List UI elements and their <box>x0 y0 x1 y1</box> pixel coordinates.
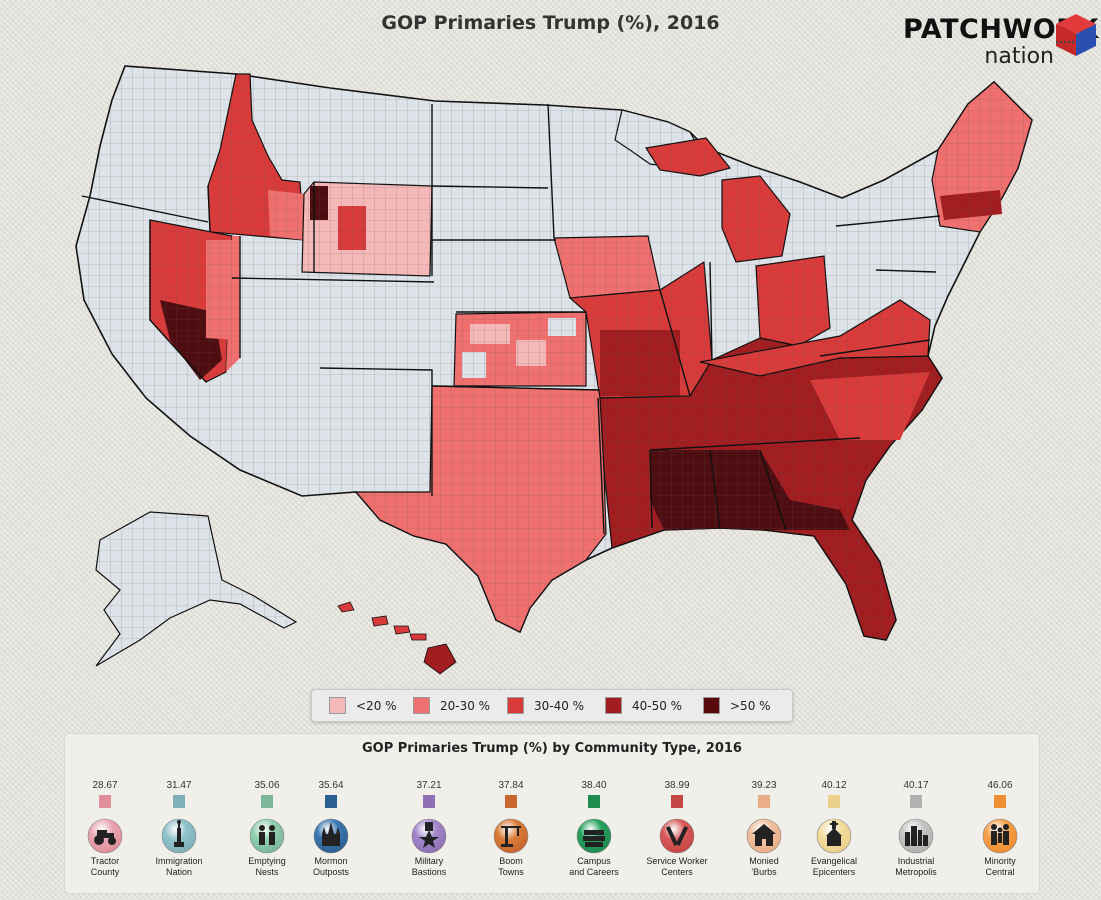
community-type-label: Immigration Nation <box>155 856 203 877</box>
people-icon <box>982 818 1018 854</box>
community-type-value: 46.06 <box>987 780 1013 791</box>
community-type-military-bastions[interactable]: 37.21 Military Bastions <box>389 780 469 878</box>
hawaii-islands <box>337 601 457 675</box>
community-type-swatch <box>828 795 840 808</box>
community-type-label: Evangelical Epicenters <box>810 856 858 877</box>
community-type-value: 40.17 <box>903 780 929 791</box>
books-icon <box>576 818 612 854</box>
legend-item-gt50[interactable]: >50 % <box>703 697 771 714</box>
community-panel-title: GOP Primaries Trump (%) by Community Typ… <box>362 741 742 756</box>
community-type-swatch <box>994 795 1006 808</box>
community-type-boom-towns[interactable]: 37.84 Boom Towns <box>471 780 551 878</box>
alaska-grid <box>96 512 296 666</box>
skyline-icon <box>898 818 934 854</box>
community-type-swatch <box>758 795 770 808</box>
map-title: GOP Primaries Trump (%), 2016 <box>381 12 720 34</box>
community-type-label: Industrial Metropolis <box>895 856 937 877</box>
community-type-campus-andcareers[interactable]: 38.40 Campus and Careers <box>554 780 634 878</box>
logo-subtitle: nation <box>984 44 1054 69</box>
community-type-mormon-outposts[interactable]: 35.64 Mormon Outposts <box>291 780 371 878</box>
legend-label-lt20: <20 % <box>356 698 397 713</box>
community-type-swatch <box>505 795 517 808</box>
legend-label-40-50: 40-50 % <box>632 698 683 713</box>
community-type-label: Service Worker Centers <box>646 856 708 877</box>
medal-icon <box>411 818 447 854</box>
legend-item-30-40[interactable]: 30-40 % <box>507 697 584 714</box>
state-borders <box>81 103 941 535</box>
community-type-serviceworker-centers[interactable]: 38.99 Service Worker Centers <box>637 780 717 878</box>
community-type-swatch <box>588 795 600 808</box>
community-type-value: 38.99 <box>664 780 690 791</box>
community-type-value: 37.84 <box>498 780 524 791</box>
community-type-industrial-metropolis[interactable]: 40.17 Industrial Metropolis <box>876 780 956 878</box>
community-type-label: Boom Towns <box>498 856 524 877</box>
community-type-value: 35.06 <box>254 780 280 791</box>
community-type-swatch <box>261 795 273 808</box>
community-type-value: 37.21 <box>416 780 442 791</box>
community-type-evangelical-epicenters[interactable]: 40.12 Evangelical Epicenters <box>794 780 874 878</box>
legend-label-gt50: >50 % <box>730 698 771 713</box>
community-type-monied-burbs[interactable]: 39.23 Monied 'Burbs <box>724 780 804 878</box>
community-type-label: Campus and Careers <box>569 856 619 877</box>
tools-icon <box>659 818 695 854</box>
community-type-label: Minority Central <box>984 856 1016 877</box>
community-type-swatch <box>325 795 337 808</box>
community-type-label: Mormon Outposts <box>312 856 350 877</box>
community-type-value: 39.23 <box>751 780 777 791</box>
couple-icon <box>249 818 285 854</box>
community-type-swatch <box>173 795 185 808</box>
tractor-icon <box>87 818 123 854</box>
legend-label-30-40: 30-40 % <box>534 698 585 713</box>
community-type-label: Tractor County <box>90 856 120 877</box>
community-type-label: Monied 'Burbs <box>749 856 779 877</box>
community-type-swatch <box>910 795 922 808</box>
community-type-panel: GOP Primaries Trump (%) by Community Typ… <box>64 733 1040 894</box>
community-type-emptying-nests[interactable]: 35.06 Emptying Nests <box>227 780 307 878</box>
community-type-label: Emptying Nests <box>248 856 286 877</box>
county-grid-overlay <box>76 66 1032 640</box>
statue-of-liberty-icon <box>161 818 197 854</box>
community-type-label: Military Bastions <box>411 856 447 877</box>
legend-swatch-30-40 <box>507 697 524 714</box>
legend-item-lt20[interactable]: <20 % <box>329 697 397 714</box>
community-type-swatch <box>423 795 435 808</box>
patchwork-nation-logo[interactable]: PATCHWORK nation <box>900 12 1098 72</box>
legend-label-20-30: 20-30 % <box>440 698 491 713</box>
temple-icon <box>313 818 349 854</box>
community-type-immigration-nation[interactable]: 31.47 Immigration Nation <box>139 780 219 878</box>
community-type-value: 31.47 <box>166 780 192 791</box>
legend-item-20-30[interactable]: 20-30 % <box>413 697 490 714</box>
community-type-minority-central[interactable]: 46.06 Minority Central <box>960 780 1040 878</box>
legend-item-40-50[interactable]: 40-50 % <box>605 697 682 714</box>
church-icon <box>816 818 852 854</box>
community-type-value: 35.64 <box>318 780 344 791</box>
legend-swatch-lt20 <box>329 697 346 714</box>
us-county-map[interactable] <box>0 40 1101 680</box>
crane-icon <box>493 818 529 854</box>
community-type-tractor-county[interactable]: 28.67 Tractor County <box>65 780 145 878</box>
community-type-value: 38.40 <box>581 780 607 791</box>
logo-cube-icon <box>1054 14 1096 56</box>
legend-swatch-20-30 <box>413 697 430 714</box>
map-legend: <20 % 20-30 % 30-40 % 40-50 % >50 % <box>311 689 793 722</box>
community-type-value: 28.67 <box>92 780 118 791</box>
legend-swatch-40-50 <box>605 697 622 714</box>
legend-swatch-gt50 <box>703 697 720 714</box>
house-icon <box>746 818 782 854</box>
community-type-value: 40.12 <box>821 780 847 791</box>
community-type-swatch <box>99 795 111 808</box>
community-type-swatch <box>671 795 683 808</box>
